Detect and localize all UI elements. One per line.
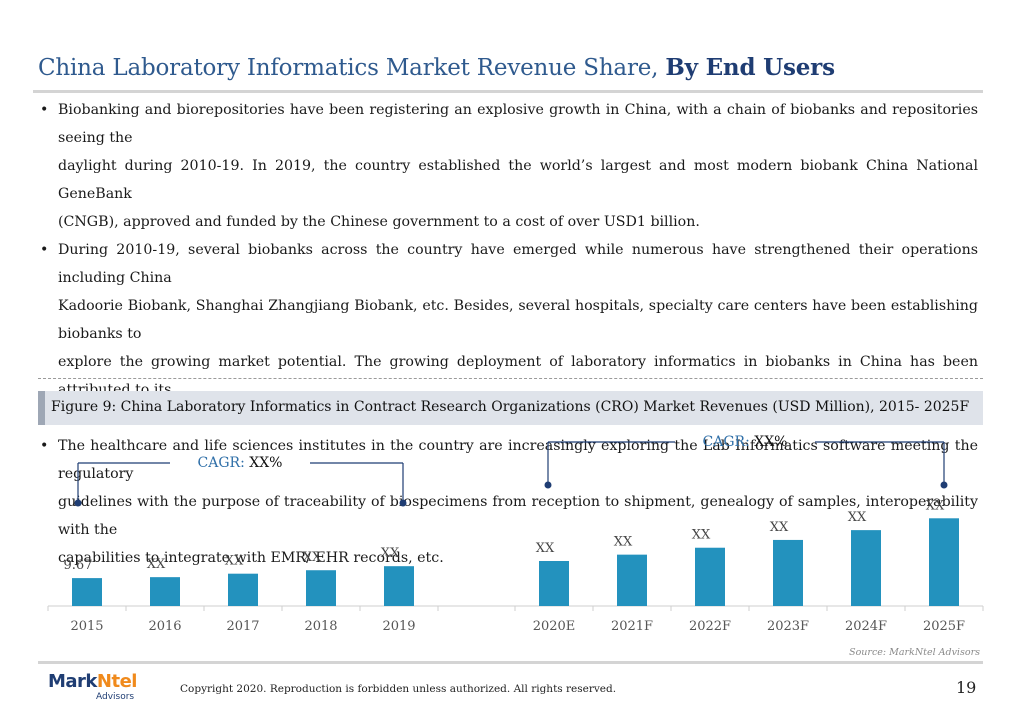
- bullet-item: • Biobanking and biorepositories have bee…: [38, 96, 978, 236]
- bullet-line: Kadoorie Biobank, Shanghai Zhangjiang Bi…: [58, 298, 978, 342]
- x-tick-label: 2023F: [767, 619, 809, 634]
- x-tick-label: 2018: [304, 619, 337, 634]
- page-number: 19: [956, 678, 977, 697]
- bar-2019: [384, 566, 414, 606]
- x-tick-label: 2020E: [533, 619, 576, 634]
- bar-2020E: [539, 560, 569, 606]
- bar-2025F: [929, 518, 959, 606]
- x-tick-label: 2017: [226, 619, 259, 634]
- cagr-value: XX%: [249, 455, 282, 471]
- bullet-line: daylight during 2010-19. In 2019, the co…: [58, 158, 978, 202]
- source-note: Source: MarkNtel Advisors: [849, 647, 980, 658]
- bullet-item: • The healthcare and life sciences instit…: [38, 432, 978, 572]
- data-label: XX: [381, 546, 400, 561]
- data-label: XX: [848, 510, 867, 525]
- title-divider: [33, 90, 983, 93]
- bullet-line: Biobanking and biorepositories have been…: [58, 102, 978, 146]
- bullet-dot: •: [40, 438, 49, 454]
- x-tick-label: 2016: [148, 619, 181, 634]
- logo-subtitle: Advisors: [96, 692, 135, 702]
- dashed-divider: [38, 378, 983, 379]
- marknetel-logo: MarkNtel Advisors: [48, 671, 148, 705]
- bar-2024F: [851, 530, 881, 606]
- bullet-line: capabilities to integrate with EMR/ EHR …: [58, 550, 444, 566]
- bullet-dot: •: [40, 102, 49, 118]
- cagr-label: CAGR: XX%: [703, 434, 788, 450]
- cagr-dot-right: [399, 499, 407, 507]
- data-label: XX: [692, 528, 711, 543]
- data-label: 9.67: [64, 558, 93, 573]
- bar-2022F: [695, 547, 725, 606]
- bar-2017: [228, 573, 258, 606]
- bullet-line: (CNGB), approved and funded by the Chine…: [58, 214, 700, 230]
- x-tick-label: 2025F: [923, 619, 965, 634]
- bullet-line: The healthcare and life sciences institu…: [58, 438, 978, 482]
- cagr-dot-left: [544, 481, 552, 489]
- revenue-bar-chart: 9.67 2015 XX 2016 XX 2017 XX 2018 XX 2019 XX 2020E X…: [47, 434, 984, 658]
- x-tick-label: 2024F: [845, 619, 887, 634]
- data-label: XX: [770, 520, 789, 535]
- footer-divider: [38, 661, 983, 664]
- cagr-prefix: CAGR:: [198, 455, 245, 471]
- bar-2016: [150, 577, 180, 606]
- page-title-regular: China Laboratory Informatics Market Reve…: [38, 55, 659, 81]
- bar-2015: [72, 578, 102, 606]
- copyright-notice: Copyright 2020. Reproduction is forbidde…: [180, 683, 617, 695]
- bullet-item: • During 2010-19, several biobanks across…: [38, 236, 978, 432]
- cagr-label: CAGR: XX%: [198, 455, 283, 471]
- data-label: XX: [147, 557, 166, 572]
- data-label: XX: [536, 541, 555, 556]
- bar-2021F: [617, 554, 647, 606]
- data-label: XX: [926, 498, 945, 513]
- x-tick-label: 2022F: [689, 619, 731, 634]
- cagr-dot-right: [940, 481, 948, 489]
- bullet-list: • Biobanking and biorepositories have bee…: [38, 96, 978, 572]
- data-label: XX: [225, 554, 244, 569]
- x-tick-label: 2021F: [611, 619, 653, 634]
- page-title-bold: By End Users: [665, 54, 835, 81]
- logo-wordmark: MarkNtel: [48, 671, 137, 692]
- cagr-dot-left: [74, 499, 82, 507]
- bar-2018: [306, 570, 336, 606]
- data-label: XX: [303, 550, 322, 565]
- x-tick-label: 2015: [70, 619, 103, 634]
- x-tick-label: 2019: [382, 619, 415, 634]
- page-title: China Laboratory Informatics Market Reve…: [38, 54, 835, 81]
- figure-caption-bar: Figure 9: China Laboratory Informatics i…: [38, 391, 983, 425]
- cagr-value: XX%: [754, 434, 787, 450]
- bullet-dot: •: [40, 242, 49, 258]
- bar-2023F: [773, 539, 803, 606]
- bullet-line: During 2010-19, several biobanks across …: [58, 242, 978, 286]
- data-label: XX: [614, 535, 633, 550]
- bullet-line: guidelines with the purpose of traceabil…: [58, 494, 978, 538]
- figure-caption: Figure 9: China Laboratory Informatics i…: [51, 399, 970, 415]
- cagr-prefix: CAGR:: [703, 434, 750, 450]
